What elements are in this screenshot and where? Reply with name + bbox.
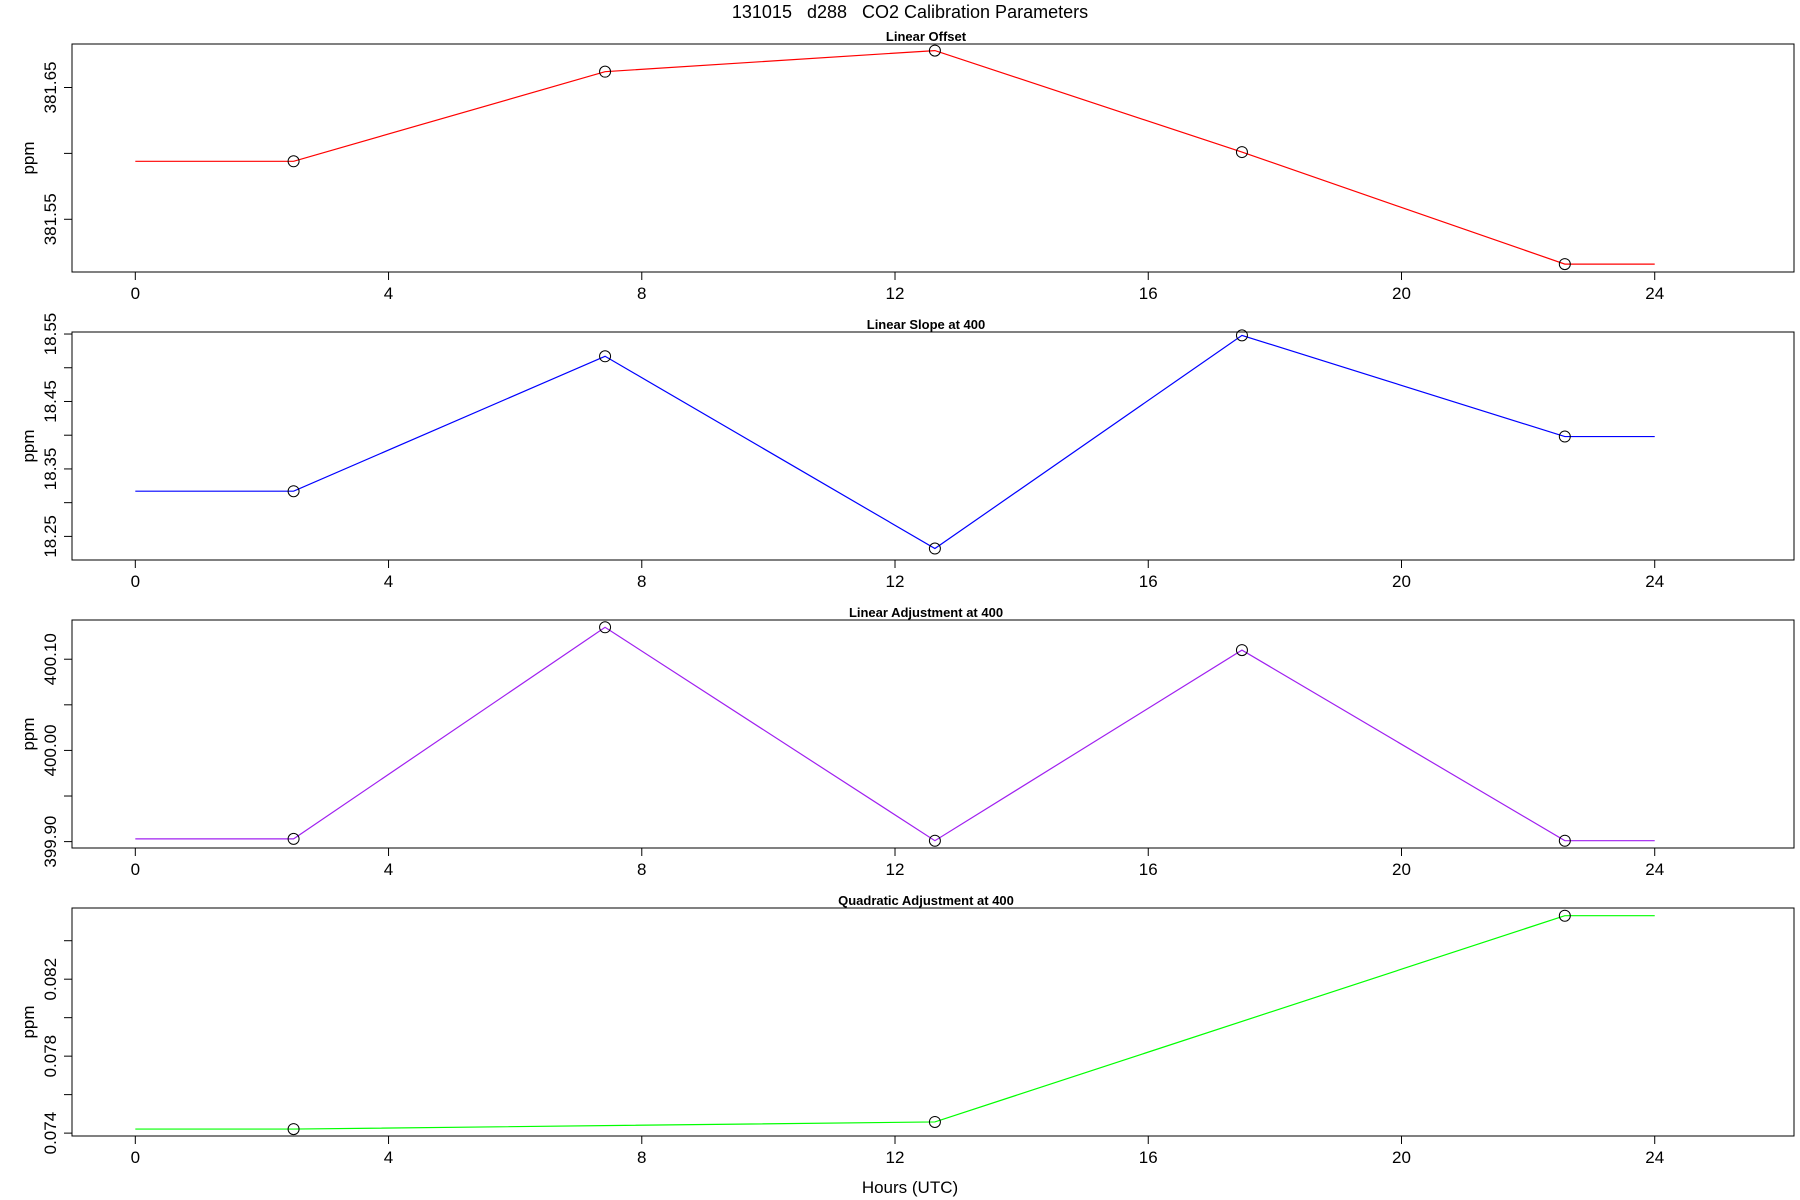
data-point — [1558, 834, 1571, 847]
data-point — [599, 350, 612, 363]
y-tick-label: 0.074 — [41, 1112, 60, 1155]
panel-1: Linear Offset 0 4 8 12 16 20 24 381.55 381.65 ppm — [19, 29, 1795, 303]
x-tick-label: 12 — [886, 284, 905, 303]
x-tick-label: 4 — [384, 860, 393, 879]
data-point — [599, 65, 612, 78]
data-point — [928, 1115, 941, 1128]
x-tick-label: 24 — [1645, 860, 1664, 879]
x-tick-label: 0 — [131, 860, 140, 879]
panel-title: Linear Offset — [886, 29, 967, 44]
x-tick-label: 0 — [131, 572, 140, 591]
x-tick-label: 16 — [1139, 572, 1158, 591]
x-tick-label: 4 — [384, 1148, 393, 1167]
data-point — [599, 621, 612, 634]
x-tick-label: 20 — [1392, 860, 1411, 879]
y-tick-label: 400.10 — [41, 633, 60, 685]
x-tick-label: 24 — [1645, 572, 1664, 591]
x-tick-label: 12 — [886, 572, 905, 591]
y-axis-label: ppm — [19, 1005, 38, 1038]
x-tick-label: 12 — [886, 860, 905, 879]
data-point — [287, 832, 300, 845]
panel-2: Linear Slope at 400 0 4 8 12 16 20 24 18.25 18.35… — [19, 313, 1795, 591]
x-tick-label: 16 — [1139, 860, 1158, 879]
y-axis-label: ppm — [19, 429, 38, 462]
x-tick-label: 8 — [637, 1148, 646, 1167]
data-point — [287, 485, 300, 498]
data-point — [928, 834, 941, 847]
data-point — [1235, 329, 1248, 342]
series-line — [135, 49, 1655, 265]
data-point — [928, 44, 941, 57]
x-tick-label: 24 — [1645, 1148, 1664, 1167]
series-line — [135, 626, 1655, 842]
figure-title: 131015 d288 CO2 Calibration Parameters — [732, 2, 1088, 22]
data-point — [1235, 644, 1248, 657]
data-point — [1558, 430, 1571, 443]
y-tick-label: 18.55 — [41, 313, 60, 356]
y-tick-label: 18.25 — [41, 515, 60, 558]
y-tick-label: 400.00 — [41, 724, 60, 776]
y-tick-label: 18.45 — [41, 380, 60, 423]
panel-title: Linear Adjustment at 400 — [849, 605, 1003, 620]
x-tick-label: 20 — [1392, 572, 1411, 591]
x-tick-label: 8 — [637, 284, 646, 303]
y-tick-label: 399.90 — [41, 816, 60, 868]
x-tick-label: 20 — [1392, 1148, 1411, 1167]
series-line — [135, 915, 1655, 1130]
data-point — [287, 155, 300, 168]
data-point — [1235, 146, 1248, 159]
x-tick-label: 4 — [384, 284, 393, 303]
y-tick-label: 18.35 — [41, 448, 60, 491]
x-tick-label: 0 — [131, 1148, 140, 1167]
series-line — [135, 334, 1655, 550]
panel-3: Linear Adjustment at 400 0 4 8 12 16 20 24 399.9… — [19, 605, 1795, 879]
y-tick-label: 381.55 — [41, 193, 60, 245]
x-tick-label: 8 — [637, 860, 646, 879]
panel-4: Quadratic Adjustment at 400 0 4 8 12 16 20 24 0.… — [19, 893, 1795, 1167]
plot-frame — [71, 331, 1795, 561]
y-axis-label: ppm — [19, 141, 38, 174]
x-tick-label: 20 — [1392, 284, 1411, 303]
data-point — [287, 1123, 300, 1136]
x-tick-label: 8 — [637, 572, 646, 591]
y-tick-label: 0.078 — [41, 1035, 60, 1078]
y-tick-label: 381.65 — [41, 61, 60, 113]
panel-title: Linear Slope at 400 — [867, 317, 986, 332]
x-tick-label: 0 — [131, 284, 140, 303]
panel-title: Quadratic Adjustment at 400 — [838, 893, 1014, 908]
x-tick-label: 24 — [1645, 284, 1664, 303]
plot-frame — [71, 43, 1795, 273]
plot-frame — [71, 907, 1795, 1137]
data-point — [928, 542, 941, 555]
x-axis-label: Hours (UTC) — [862, 1178, 958, 1197]
x-tick-label: 16 — [1139, 1148, 1158, 1167]
data-point — [1558, 909, 1571, 922]
x-tick-label: 16 — [1139, 284, 1158, 303]
y-tick-label: 0.082 — [41, 958, 60, 1001]
x-tick-label: 12 — [886, 1148, 905, 1167]
y-axis-label: ppm — [19, 717, 38, 750]
x-tick-label: 4 — [384, 572, 393, 591]
data-point — [1558, 258, 1571, 271]
